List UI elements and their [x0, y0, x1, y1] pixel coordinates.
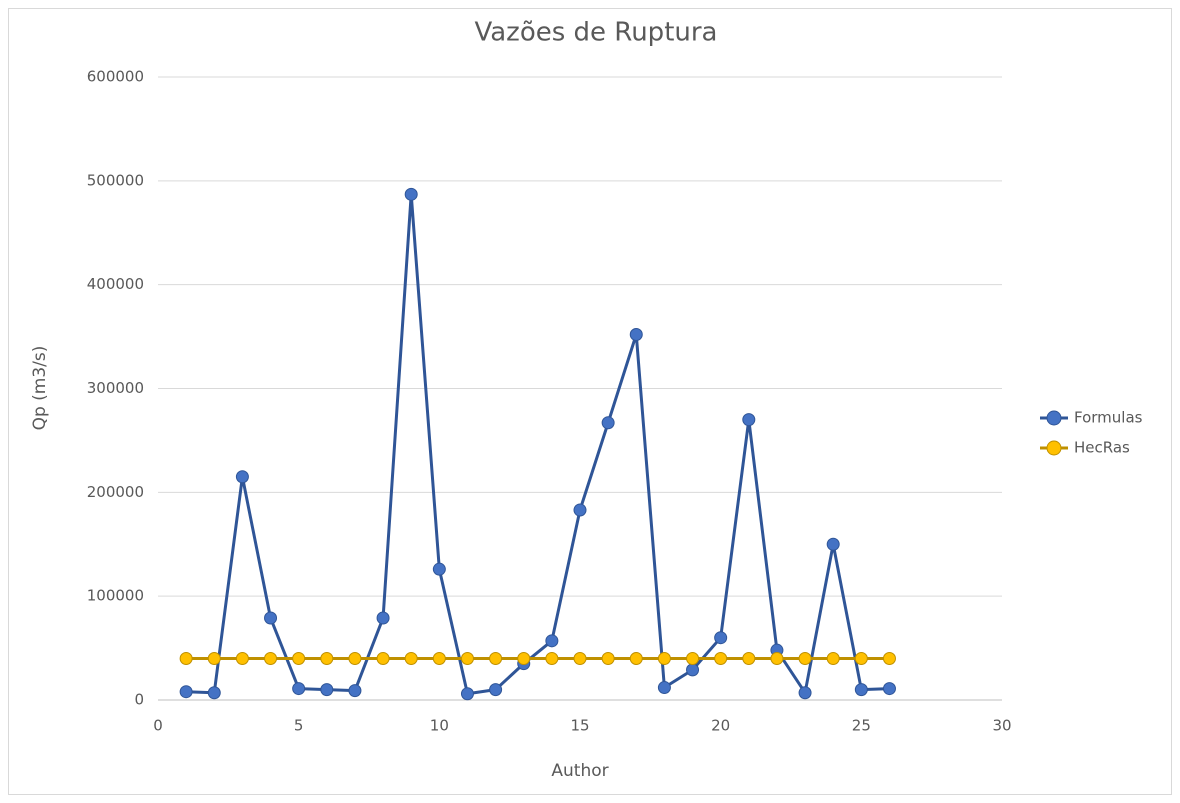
chart-frame [8, 8, 1172, 795]
y-tick-label: 500000 [87, 171, 144, 189]
x-axis-label: Author [551, 761, 608, 781]
data-point [826, 651, 840, 665]
data-point [460, 687, 474, 701]
data-point [826, 537, 840, 551]
legend-marker [1046, 410, 1062, 426]
data-point [629, 328, 643, 342]
x-tick-label: 0 [153, 717, 163, 735]
data-point [489, 651, 503, 665]
x-tick-label: 25 [852, 717, 871, 735]
data-point [882, 651, 896, 665]
data-point [235, 651, 249, 665]
data-point [489, 683, 503, 697]
data-point [714, 631, 728, 645]
data-point [404, 651, 418, 665]
data-point [686, 651, 700, 665]
y-tick-label: 300000 [87, 379, 144, 397]
data-point [264, 611, 278, 625]
data-point [742, 651, 756, 665]
data-point [770, 651, 784, 665]
data-point [573, 503, 587, 517]
data-point [292, 651, 306, 665]
data-point [657, 681, 671, 695]
x-tick-label: 15 [570, 717, 589, 735]
data-point [798, 686, 812, 700]
data-point [460, 651, 474, 665]
data-point [657, 651, 671, 665]
data-point [404, 187, 418, 201]
data-point [179, 685, 193, 699]
data-point [854, 651, 868, 665]
data-point [432, 651, 446, 665]
data-point [264, 651, 278, 665]
chart-title: Vazões de Ruptura [474, 18, 717, 48]
y-tick-label: 400000 [87, 275, 144, 293]
data-point [714, 651, 728, 665]
legend-label: HecRas [1074, 439, 1130, 457]
data-point [601, 416, 615, 430]
data-point [573, 651, 587, 665]
data-point [376, 651, 390, 665]
data-point [629, 651, 643, 665]
data-point [601, 651, 615, 665]
x-tick-label: 5 [294, 717, 304, 735]
data-point [179, 651, 193, 665]
data-point [376, 611, 390, 625]
data-point [320, 683, 334, 697]
x-tick-label: 20 [711, 717, 730, 735]
data-point [798, 651, 812, 665]
y-axis-label: Qp (m3/s) [30, 346, 50, 431]
data-point [207, 651, 221, 665]
data-point [235, 470, 249, 484]
legend-label: Formulas [1074, 409, 1143, 427]
data-point [517, 651, 531, 665]
y-tick-label: 0 [134, 691, 144, 709]
y-tick-label: 100000 [87, 587, 144, 605]
data-point [545, 634, 559, 648]
data-point [348, 651, 362, 665]
y-tick-label: 200000 [87, 483, 144, 501]
legend-marker [1046, 440, 1062, 456]
data-point [742, 413, 756, 427]
data-point [432, 562, 446, 576]
y-tick-label: 600000 [87, 68, 144, 86]
x-tick-label: 30 [992, 717, 1011, 735]
data-point [348, 684, 362, 698]
data-point [320, 651, 334, 665]
data-point [686, 663, 700, 677]
data-point [854, 683, 868, 697]
data-point [545, 651, 559, 665]
data-point [207, 686, 221, 700]
data-point [882, 682, 896, 696]
x-tick-label: 10 [430, 717, 449, 735]
data-point [292, 682, 306, 696]
